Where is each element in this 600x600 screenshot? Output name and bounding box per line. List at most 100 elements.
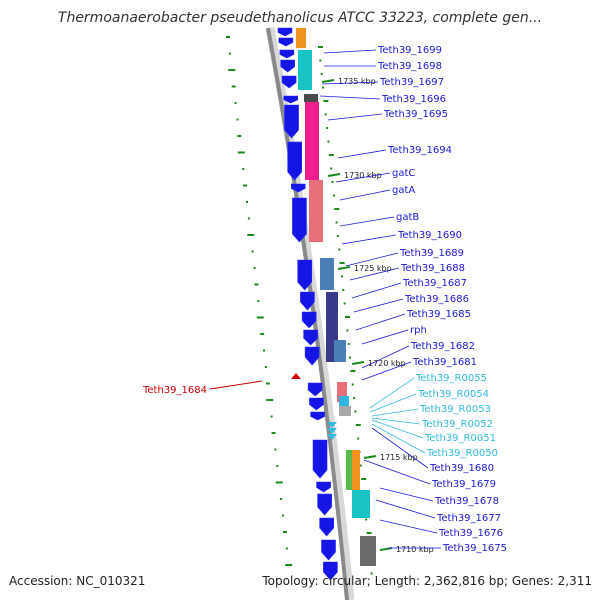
gc-tick — [247, 217, 250, 220]
gene-label[interactable]: gatA — [392, 185, 415, 196]
gene-label[interactable]: Teth39_1689 — [399, 248, 464, 259]
gene-label[interactable]: Teth39_1679 — [431, 479, 496, 490]
label-leader — [369, 393, 417, 413]
gc-tick — [228, 69, 236, 71]
cds-arrow — [300, 291, 315, 311]
gene-label[interactable]: Teth39_1675 — [442, 543, 507, 554]
gene-label[interactable]: Teth39_R0053 — [419, 404, 491, 415]
gene-label[interactable]: Teth39_1699 — [377, 45, 442, 56]
gc-tick-inner — [350, 370, 356, 372]
gc-tick — [276, 465, 279, 467]
cog-block — [346, 450, 352, 490]
gc-tick-inner — [330, 167, 333, 170]
cds-arrow — [316, 481, 331, 493]
gc-tick-inner — [319, 59, 322, 62]
gene-label[interactable]: Teth39_1677 — [436, 513, 501, 524]
gene-label[interactable]: Teth39_R0055 — [415, 373, 487, 384]
gc-tick-inner — [342, 289, 345, 291]
label-leader — [345, 252, 399, 267]
label-leader — [323, 49, 377, 54]
gene-label[interactable]: Teth39_1694 — [387, 145, 452, 156]
gene-label[interactable]: Teth39_1686 — [404, 294, 469, 305]
gene-label[interactable]: Teth39_1676 — [438, 528, 503, 539]
topology-text: Topology: circular; Length: 2,362,816 bp… — [262, 574, 592, 588]
gc-tick — [236, 118, 239, 121]
gc-tick — [243, 184, 248, 187]
gc-tick-inner — [366, 532, 372, 534]
gene-label[interactable]: Teth39_1697 — [379, 77, 444, 88]
gc-tick-inner — [343, 302, 346, 305]
gene-label[interactable]: Teth39_1680 — [429, 463, 494, 474]
kbp-tick — [321, 79, 335, 83]
gene-label[interactable]: Teth39_R0054 — [417, 389, 489, 400]
cog-block — [339, 406, 351, 416]
label-leader — [319, 95, 381, 100]
gene-label[interactable]: Teth39_1696 — [381, 94, 446, 105]
cds-arrow — [280, 59, 296, 73]
gc-tick-inner — [320, 73, 323, 75]
label-leader — [371, 408, 419, 417]
label-leader — [349, 267, 400, 281]
gene-label[interactable]: Teth39_1678 — [434, 496, 499, 507]
label-leader — [341, 234, 397, 245]
gene-label[interactable]: Teth39_1685 — [406, 309, 471, 320]
kbp-tick — [327, 173, 341, 177]
gene-label[interactable]: Teth39_1688 — [400, 263, 465, 274]
cog-block — [334, 340, 346, 362]
gene-label[interactable]: Teth39_R0052 — [421, 419, 493, 430]
gene-label[interactable]: Teth39_1687 — [402, 278, 467, 289]
gc-tick-inner — [345, 316, 350, 318]
gc-tick — [242, 168, 245, 170]
label-leader — [363, 459, 431, 485]
gc-tick-inner — [357, 437, 360, 440]
cds-arrow — [304, 346, 320, 366]
gene-label[interactable]: rph — [410, 325, 427, 336]
gene-label[interactable]: Teth39_1695 — [383, 109, 448, 120]
cds-arrow — [303, 329, 318, 346]
map-title: Thermoanaerobacter pseudethanolicus ATCC… — [57, 10, 543, 26]
label-leader — [369, 377, 415, 409]
gc-tick — [237, 135, 242, 137]
gc-tick-inner — [332, 194, 335, 197]
gene-label[interactable]: gatB — [396, 212, 419, 223]
cds-arrow — [278, 37, 294, 47]
cog-block — [304, 94, 318, 102]
cog-block — [352, 450, 360, 490]
gc-tick-inner — [351, 383, 354, 386]
gene-label[interactable]: Teth39_R0050 — [426, 448, 498, 459]
cds-arrow — [310, 411, 325, 421]
trna-chevron — [327, 422, 337, 428]
cds-arrow — [312, 439, 328, 479]
gene-label[interactable]: Teth39_1690 — [397, 230, 462, 241]
cds-arrow — [297, 259, 313, 291]
gc-tick — [275, 481, 283, 484]
highlighted-gene-label[interactable]: Teth39_1684 — [142, 385, 207, 396]
cds-arrow — [292, 197, 307, 243]
gc-tick — [266, 399, 274, 401]
kbp-label: 1720 kbp — [368, 359, 406, 368]
gene-label[interactable]: gatC — [392, 168, 415, 179]
gene-label[interactable]: Teth39_1682 — [410, 341, 475, 352]
gc-tick — [226, 36, 230, 38]
gc-tick-inner — [338, 248, 341, 251]
cog-block — [352, 490, 370, 518]
gene-label[interactable]: Teth39_1681 — [412, 357, 477, 368]
gene-label[interactable]: Teth39_1698 — [377, 61, 442, 72]
gc-tick-inner — [347, 343, 350, 345]
label-leader — [371, 417, 421, 425]
label-leader — [337, 149, 387, 159]
gc-tick-inner — [334, 208, 340, 210]
label-leader — [355, 313, 406, 331]
label-leader — [371, 423, 426, 454]
label-leader — [361, 361, 412, 381]
backbone-track — [265, 27, 355, 600]
label-leader — [339, 189, 391, 201]
gene-label[interactable]: Teth39_R0051 — [424, 433, 496, 444]
kbp-label: 1730 kbp — [344, 171, 382, 180]
label-leader — [371, 419, 424, 439]
gc-tick-inner — [322, 86, 325, 89]
cds-arrow — [317, 493, 332, 516]
label-leader — [361, 329, 409, 345]
gene-labels: Teth39_1699 Teth39_1698 Teth39_1697 Teth39_… — [377, 45, 507, 554]
